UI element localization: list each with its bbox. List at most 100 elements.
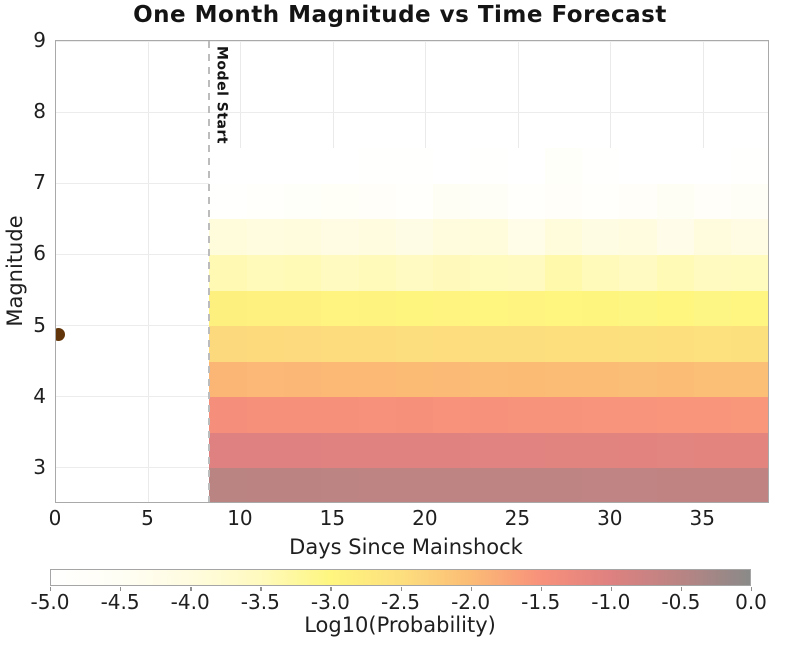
heatmap-cell [582, 218, 620, 255]
heatmap-cell [582, 361, 620, 398]
colorbar [50, 569, 751, 586]
heatmap-cell [656, 325, 695, 362]
heatmap-cell [656, 147, 695, 184]
y-tick-label: 6 [33, 241, 46, 266]
heatmap-cell [693, 218, 732, 255]
heatmap-cell [321, 467, 360, 502]
heatmap-cell [507, 467, 546, 502]
heatmap-cell [433, 325, 471, 362]
heatmap-cell [209, 432, 248, 469]
x-tick-label: 15 [319, 506, 346, 530]
heatmap-cell [731, 467, 768, 502]
heatmap-cell [209, 325, 248, 362]
heatmap-cell [544, 254, 583, 291]
heatmap-cell [619, 396, 658, 433]
heatmap-cell [358, 183, 397, 220]
y-tick-label: 9 [33, 28, 46, 52]
y-axis-label: Magnitude [3, 215, 27, 327]
heatmap-cell [731, 361, 768, 398]
x-axis-label: Days Since Mainshock [289, 535, 523, 559]
heatmap-cell [433, 361, 471, 398]
heatmap-cell [433, 254, 471, 291]
heatmap-cell [358, 289, 397, 327]
colorbar-tick-label: -4.5 [100, 590, 140, 614]
heatmap-cell [246, 467, 285, 502]
heatmap-cell [544, 325, 583, 362]
heatmap-cell [433, 218, 471, 255]
heatmap-cell [656, 432, 695, 469]
heatmap-cell [731, 432, 768, 469]
heatmap-cell [582, 289, 620, 327]
heatmap-cell [731, 218, 768, 255]
heatmap-cell [619, 432, 658, 469]
colorbar-tick-label: -1.0 [591, 590, 631, 614]
heatmap-cell [321, 432, 360, 469]
chart-title: One Month Magnitude vs Time Forecast [133, 2, 667, 28]
heatmap-cell [395, 396, 434, 433]
heatmap-cell [321, 289, 360, 327]
heatmap-cell [693, 289, 732, 327]
heatmap-cell [731, 289, 768, 327]
heatmap-cell [656, 467, 695, 502]
colorbar-tick-label: -3.0 [310, 590, 350, 614]
x-tick-label: 0 [48, 506, 62, 530]
mainshock-marker [56, 328, 65, 342]
heatmap-cell [731, 254, 768, 291]
heatmap-cell [246, 289, 285, 327]
heatmap-cell [358, 325, 397, 362]
heatmap-cell [470, 254, 509, 291]
heatmap-cell [619, 325, 658, 362]
heatmap-cell [470, 361, 509, 398]
heatmap-cell [246, 361, 285, 398]
heatmap-cell [582, 183, 620, 220]
colorbar-tick [50, 587, 52, 591]
heatmap-cell [284, 183, 322, 220]
heatmap-cell [209, 289, 248, 327]
colorbar-tick [400, 587, 402, 591]
heatmap-cell [321, 254, 360, 291]
x-tick-label: 5 [141, 506, 154, 530]
heatmap-cell [693, 147, 732, 184]
heatmap-cell [693, 254, 732, 291]
colorbar-tick [190, 587, 192, 591]
heatmap-cell [358, 361, 397, 398]
heatmap-cell [693, 467, 732, 502]
heatmap-cell [321, 361, 360, 398]
heatmap-cell [470, 432, 509, 469]
colorbar-tick-label: -2.5 [380, 590, 421, 614]
colorbar-tick [120, 587, 122, 591]
heatmap-cell [284, 467, 322, 502]
heatmap-cell [507, 147, 546, 184]
heatmap-cell [656, 254, 695, 291]
heatmap-cell [395, 467, 434, 502]
heatmap-cell [619, 183, 658, 220]
heatmap-cell [582, 467, 620, 502]
heatmap-cell [433, 183, 471, 220]
heatmap-cell [507, 218, 546, 255]
heatmap-cell [358, 396, 397, 433]
colorbar-tick-label: -1.5 [521, 590, 561, 614]
heatmap-cell [470, 467, 509, 502]
heatmap-cell [582, 432, 620, 469]
heatmap-cell [693, 183, 732, 220]
heatmap-cell [693, 325, 732, 362]
gridline-horizontal [56, 41, 768, 42]
x-tick-label: 25 [504, 506, 531, 530]
y-tick-label: 3 [33, 454, 46, 479]
heatmap-cell [544, 361, 583, 398]
heatmap-cell [619, 289, 658, 327]
heatmap-cell [395, 361, 434, 398]
heatmap-cell [246, 254, 285, 291]
x-tick-label: 30 [597, 506, 623, 530]
y-tick-label: 8 [33, 99, 46, 124]
heatmap-cell [470, 325, 509, 362]
heatmap-cell [284, 325, 322, 362]
model-start-dashed-line [208, 41, 211, 502]
x-tick-label: 35 [689, 506, 715, 530]
heatmap-cell [321, 325, 360, 362]
heatmap-cell [470, 396, 509, 433]
gridline-vertical [147, 41, 149, 502]
colorbar-tick-label: -2.0 [451, 590, 491, 614]
heatmap-cell [209, 254, 248, 291]
heatmap-cell [507, 361, 546, 398]
